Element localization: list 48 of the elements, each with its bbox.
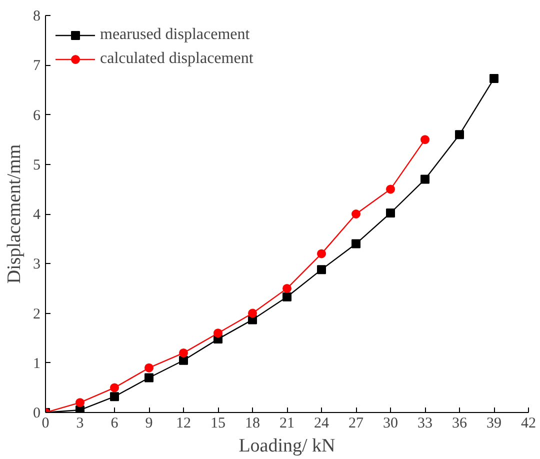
- point: [352, 239, 360, 248]
- point: [282, 292, 292, 302]
- x-tick-label: 36: [452, 416, 468, 432]
- point: [248, 308, 257, 318]
- point: [420, 174, 430, 184]
- point: [420, 135, 430, 144]
- y-tick-label: 1: [33, 356, 40, 372]
- point: [386, 208, 395, 218]
- legend-label: mearused displacement: [100, 26, 250, 44]
- x-tick-label: 30: [383, 416, 398, 432]
- x-tick-label: 18: [245, 416, 260, 432]
- y-tick-label: 2: [33, 306, 40, 322]
- x-tick-label: 3: [76, 416, 84, 432]
- y-tick-label: 8: [33, 8, 40, 24]
- x-tick-label: 42: [521, 416, 536, 432]
- x-tick-label: 27: [348, 416, 364, 432]
- point: [317, 249, 326, 258]
- x-tick-label: 21: [280, 416, 294, 432]
- point: [282, 284, 292, 293]
- x-axis-title: Loading/ kN: [238, 436, 336, 456]
- point: [110, 392, 119, 402]
- x-tick-label: 6: [110, 416, 119, 432]
- point: [144, 373, 154, 382]
- point: [214, 328, 222, 338]
- y-tick-label: 7: [33, 58, 41, 74]
- y-tick-label: 4: [33, 207, 41, 223]
- y-tick-label: 3: [33, 256, 40, 273]
- y-tick-label: 6: [33, 108, 41, 124]
- y-tick-label: 5: [33, 157, 40, 174]
- point: [386, 184, 395, 194]
- y-axis-title: Displacement/mm: [4, 144, 25, 284]
- x-tick-label: 12: [176, 416, 191, 432]
- point: [179, 356, 188, 365]
- point: [317, 265, 326, 274]
- point: [179, 348, 188, 358]
- point: [76, 398, 84, 408]
- x-tick-label: 24: [314, 416, 330, 432]
- point: [352, 210, 360, 218]
- point: [490, 74, 498, 84]
- x-tick-label: 15: [210, 416, 226, 432]
- point: [110, 383, 119, 392]
- point: [455, 130, 464, 140]
- x-tick-label: 9: [145, 416, 153, 432]
- point: [144, 363, 154, 372]
- legend-label: calculated displacement: [100, 50, 254, 68]
- y-tick-label: 0: [33, 406, 40, 422]
- x-tick-label: 33: [418, 416, 432, 432]
- x-tick-label: 39: [486, 416, 502, 432]
